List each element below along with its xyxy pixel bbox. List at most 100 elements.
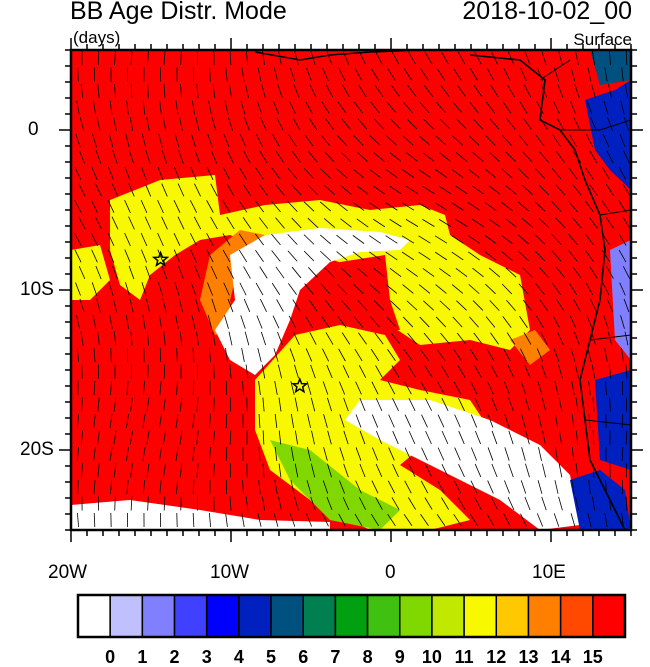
wind-vector <box>323 218 336 228</box>
wind-vector <box>408 430 416 445</box>
colorbar-label: 9 <box>394 647 405 667</box>
colorbar-swatch <box>109 594 144 638</box>
wind-vector <box>374 332 384 345</box>
wind-vector <box>273 513 279 527</box>
wind-vector <box>435 316 447 328</box>
wind-vector <box>228 331 233 346</box>
wind-vector <box>439 152 451 162</box>
wind-vector <box>206 249 214 263</box>
wind-vector <box>385 235 398 244</box>
wind-vector <box>357 118 368 130</box>
wind-vector <box>425 464 432 477</box>
colorbar-swatch <box>527 594 562 638</box>
wind-vector <box>158 315 163 329</box>
wind-vector <box>386 316 397 328</box>
wind-vector <box>622 183 631 197</box>
wind-vector <box>603 100 609 115</box>
wind-vector <box>353 316 364 328</box>
wind-vector <box>619 282 626 296</box>
x-tick-label: 20W <box>48 562 88 583</box>
wind-vector <box>625 430 628 445</box>
wind-vector <box>125 315 130 329</box>
wind-vector <box>261 364 266 379</box>
wind-vector <box>387 513 396 527</box>
wind-vector <box>163 50 166 66</box>
wind-vector <box>91 200 98 213</box>
wind-vector <box>113 463 117 478</box>
wind-vector <box>146 430 150 445</box>
wind-vector <box>178 298 184 313</box>
wind-vector <box>245 364 249 379</box>
wind-vector <box>474 463 482 478</box>
wind-vector <box>271 250 281 262</box>
wind-vector <box>357 300 368 311</box>
field-white-tongue <box>345 400 580 530</box>
wind-vector <box>519 315 528 329</box>
wind-vector <box>406 118 418 130</box>
wind-vector <box>438 185 452 195</box>
wind-vector <box>93 100 96 115</box>
colorbar-label: 2 <box>169 647 180 667</box>
wind-vector <box>196 83 199 99</box>
wind-vector <box>179 331 183 346</box>
wind-vector <box>521 414 526 428</box>
wind-vector <box>506 299 516 312</box>
wind-vector <box>434 251 448 261</box>
colorbar-swatch <box>366 594 401 638</box>
wind-vector <box>130 496 133 511</box>
wind-vector <box>475 430 481 445</box>
wind-vector <box>423 118 434 130</box>
wind-vector <box>468 135 480 146</box>
wind-vector <box>272 315 280 329</box>
wind-vector <box>618 167 627 180</box>
wind-vector <box>303 201 315 212</box>
wind-vector <box>420 349 429 361</box>
wind-vector <box>289 101 296 114</box>
wind-vector <box>501 135 513 146</box>
wind-vector <box>520 480 527 494</box>
wind-vector <box>336 251 348 261</box>
wind-vector <box>418 135 431 146</box>
wind-vector <box>355 447 362 461</box>
wind-vector <box>194 150 201 164</box>
wind-vector <box>92 133 97 148</box>
wind-vector <box>434 235 448 244</box>
wind-vector <box>552 134 561 147</box>
wind-vector <box>322 480 329 494</box>
colorbar-label: 0 <box>105 647 116 667</box>
colorbar-swatch <box>238 594 272 638</box>
wind-vector <box>488 267 501 278</box>
wind-vector <box>162 430 167 445</box>
wind-vector <box>294 496 299 511</box>
wind-vector <box>189 200 198 213</box>
wind-vector <box>604 513 608 527</box>
wind-vector <box>623 117 630 131</box>
wind-vector <box>271 200 281 213</box>
wind-vector <box>173 232 181 247</box>
wind-vector <box>569 100 577 115</box>
wind-vector <box>375 430 383 445</box>
wind-vector <box>259 150 268 164</box>
wind-vector <box>193 216 202 230</box>
wind-vector <box>551 234 562 245</box>
wind-vector <box>245 50 249 66</box>
wind-vector <box>79 117 85 131</box>
wind-vector <box>322 67 329 82</box>
wind-vector <box>436 513 446 527</box>
colorbar-label: 13 <box>518 647 539 667</box>
wind-vector <box>508 397 514 412</box>
wind-vector <box>525 463 530 478</box>
wind-vector <box>606 150 614 164</box>
wind-vector <box>97 83 100 99</box>
wind-vector <box>572 266 582 279</box>
wind-vector <box>467 235 481 244</box>
wind-vector <box>440 365 450 378</box>
wind-vector <box>225 348 228 362</box>
wind-vector <box>541 364 547 379</box>
wind-vector <box>310 496 316 511</box>
wind-vector <box>196 463 199 478</box>
wind-vector <box>522 151 533 163</box>
wind-vector <box>555 217 566 229</box>
colorbar-label: 7 <box>330 647 341 667</box>
wind-vector <box>485 283 496 295</box>
